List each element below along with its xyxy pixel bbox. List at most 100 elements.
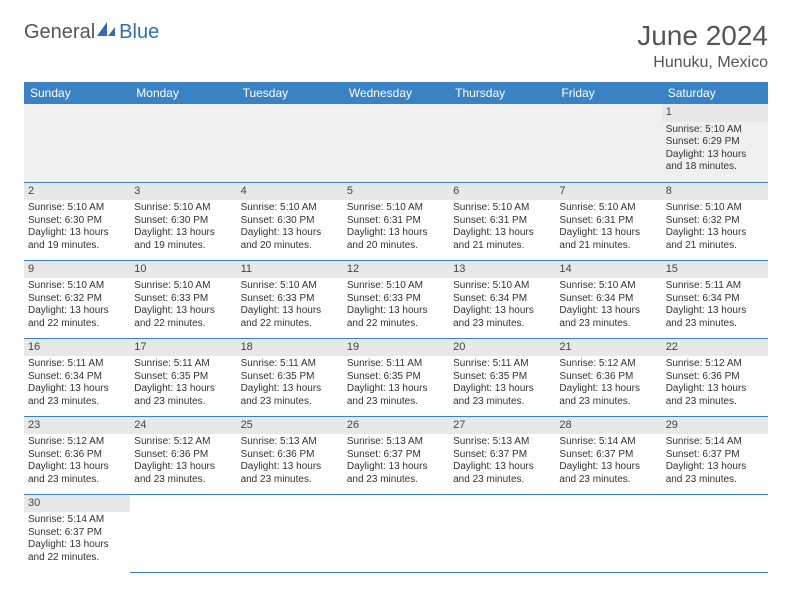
day-number: 11 (237, 261, 343, 279)
sunset: Sunset: 6:33 PM (241, 293, 339, 306)
sunset: Sunset: 6:34 PM (666, 293, 764, 306)
day-info: Sunrise: 5:10 AMSunset: 6:34 PMDaylight:… (453, 280, 551, 330)
day-cell (449, 494, 555, 572)
day-number: 7 (555, 183, 661, 201)
day-number: 30 (24, 495, 130, 513)
day-info: Sunrise: 5:10 AMSunset: 6:32 PMDaylight:… (666, 202, 764, 252)
day-cell: 4Sunrise: 5:10 AMSunset: 6:30 PMDaylight… (237, 182, 343, 260)
sunrise: Sunrise: 5:10 AM (241, 202, 339, 215)
daylight: Daylight: 13 hours and 22 minutes. (28, 305, 126, 330)
day-cell: 14Sunrise: 5:10 AMSunset: 6:34 PMDayligh… (555, 260, 661, 338)
sunrise: Sunrise: 5:10 AM (347, 202, 445, 215)
day-info: Sunrise: 5:12 AMSunset: 6:36 PMDaylight:… (134, 436, 232, 486)
week-row: 9Sunrise: 5:10 AMSunset: 6:32 PMDaylight… (24, 260, 768, 338)
day-number: 28 (555, 417, 661, 435)
day-cell: 8Sunrise: 5:10 AMSunset: 6:32 PMDaylight… (662, 182, 768, 260)
weekday-header: Friday (555, 82, 661, 104)
day-cell: 10Sunrise: 5:10 AMSunset: 6:33 PMDayligh… (130, 260, 236, 338)
day-cell (130, 494, 236, 572)
sunrise: Sunrise: 5:10 AM (134, 280, 232, 293)
daylight: Daylight: 13 hours and 20 minutes. (241, 227, 339, 252)
sunrise: Sunrise: 5:10 AM (559, 280, 657, 293)
day-cell: 29Sunrise: 5:14 AMSunset: 6:37 PMDayligh… (662, 416, 768, 494)
day-info: Sunrise: 5:10 AMSunset: 6:29 PMDaylight:… (666, 124, 764, 174)
day-cell: 16Sunrise: 5:11 AMSunset: 6:34 PMDayligh… (24, 338, 130, 416)
sunset: Sunset: 6:34 PM (559, 293, 657, 306)
day-number: 21 (555, 339, 661, 357)
day-cell: 27Sunrise: 5:13 AMSunset: 6:37 PMDayligh… (449, 416, 555, 494)
weekday-header: Sunday (24, 82, 130, 104)
weekday-header-row: Sunday Monday Tuesday Wednesday Thursday… (24, 82, 768, 104)
weekday-header: Monday (130, 82, 236, 104)
daylight: Daylight: 13 hours and 22 minutes. (28, 539, 126, 564)
sunset: Sunset: 6:31 PM (559, 215, 657, 228)
day-cell: 30Sunrise: 5:14 AMSunset: 6:37 PMDayligh… (24, 494, 130, 572)
daylight: Daylight: 13 hours and 22 minutes. (134, 305, 232, 330)
day-info: Sunrise: 5:10 AMSunset: 6:33 PMDaylight:… (134, 280, 232, 330)
day-number: 24 (130, 417, 236, 435)
day-info: Sunrise: 5:11 AMSunset: 6:35 PMDaylight:… (347, 358, 445, 408)
sunrise: Sunrise: 5:11 AM (28, 358, 126, 371)
sunset: Sunset: 6:35 PM (453, 371, 551, 384)
sunrise: Sunrise: 5:10 AM (28, 202, 126, 215)
logo-sail-icon (95, 20, 117, 44)
daylight: Daylight: 13 hours and 23 minutes. (453, 383, 551, 408)
week-row: 1Sunrise: 5:10 AMSunset: 6:29 PMDaylight… (24, 104, 768, 182)
day-info: Sunrise: 5:14 AMSunset: 6:37 PMDaylight:… (559, 436, 657, 486)
sunrise: Sunrise: 5:11 AM (453, 358, 551, 371)
day-number: 10 (130, 261, 236, 279)
day-cell: 26Sunrise: 5:13 AMSunset: 6:37 PMDayligh… (343, 416, 449, 494)
day-info: Sunrise: 5:14 AMSunset: 6:37 PMDaylight:… (28, 514, 126, 564)
day-number: 2 (24, 183, 130, 201)
daylight: Daylight: 13 hours and 23 minutes. (559, 461, 657, 486)
sunset: Sunset: 6:37 PM (347, 449, 445, 462)
location: Hunuku, Mexico (637, 54, 768, 72)
sunrise: Sunrise: 5:14 AM (28, 514, 126, 527)
day-cell (237, 104, 343, 182)
sunset: Sunset: 6:37 PM (559, 449, 657, 462)
daylight: Daylight: 13 hours and 21 minutes. (559, 227, 657, 252)
sunrise: Sunrise: 5:10 AM (347, 280, 445, 293)
day-number: 25 (237, 417, 343, 435)
daylight: Daylight: 13 hours and 23 minutes. (453, 461, 551, 486)
day-info: Sunrise: 5:10 AMSunset: 6:30 PMDaylight:… (28, 202, 126, 252)
day-number: 5 (343, 183, 449, 201)
day-number: 6 (449, 183, 555, 201)
day-number: 26 (343, 417, 449, 435)
day-cell: 3Sunrise: 5:10 AMSunset: 6:30 PMDaylight… (130, 182, 236, 260)
daylight: Daylight: 13 hours and 19 minutes. (134, 227, 232, 252)
sunrise: Sunrise: 5:10 AM (453, 202, 551, 215)
day-number: 16 (24, 339, 130, 357)
sunrise: Sunrise: 5:11 AM (666, 280, 764, 293)
sunset: Sunset: 6:30 PM (134, 215, 232, 228)
sunset: Sunset: 6:31 PM (453, 215, 551, 228)
sunset: Sunset: 6:36 PM (559, 371, 657, 384)
logo: General Blue (24, 20, 159, 44)
daylight: Daylight: 13 hours and 22 minutes. (347, 305, 445, 330)
day-cell: 20Sunrise: 5:11 AMSunset: 6:35 PMDayligh… (449, 338, 555, 416)
sunrise: Sunrise: 5:10 AM (134, 202, 232, 215)
weekday-header: Wednesday (343, 82, 449, 104)
daylight: Daylight: 13 hours and 21 minutes. (453, 227, 551, 252)
day-cell: 17Sunrise: 5:11 AMSunset: 6:35 PMDayligh… (130, 338, 236, 416)
sunrise: Sunrise: 5:11 AM (134, 358, 232, 371)
month-title: June 2024 (637, 20, 768, 52)
day-cell: 22Sunrise: 5:12 AMSunset: 6:36 PMDayligh… (662, 338, 768, 416)
sunrise: Sunrise: 5:10 AM (241, 280, 339, 293)
day-info: Sunrise: 5:10 AMSunset: 6:32 PMDaylight:… (28, 280, 126, 330)
sunrise: Sunrise: 5:12 AM (28, 436, 126, 449)
daylight: Daylight: 13 hours and 23 minutes. (666, 461, 764, 486)
day-number: 18 (237, 339, 343, 357)
day-info: Sunrise: 5:10 AMSunset: 6:31 PMDaylight:… (453, 202, 551, 252)
day-cell: 6Sunrise: 5:10 AMSunset: 6:31 PMDaylight… (449, 182, 555, 260)
sunset: Sunset: 6:37 PM (28, 527, 126, 540)
daylight: Daylight: 13 hours and 23 minutes. (241, 461, 339, 486)
day-number: 15 (662, 261, 768, 279)
day-cell: 24Sunrise: 5:12 AMSunset: 6:36 PMDayligh… (130, 416, 236, 494)
day-info: Sunrise: 5:10 AMSunset: 6:30 PMDaylight:… (241, 202, 339, 252)
daylight: Daylight: 13 hours and 23 minutes. (347, 461, 445, 486)
day-info: Sunrise: 5:12 AMSunset: 6:36 PMDaylight:… (28, 436, 126, 486)
day-cell: 18Sunrise: 5:11 AMSunset: 6:35 PMDayligh… (237, 338, 343, 416)
sunset: Sunset: 6:37 PM (453, 449, 551, 462)
day-cell: 5Sunrise: 5:10 AMSunset: 6:31 PMDaylight… (343, 182, 449, 260)
